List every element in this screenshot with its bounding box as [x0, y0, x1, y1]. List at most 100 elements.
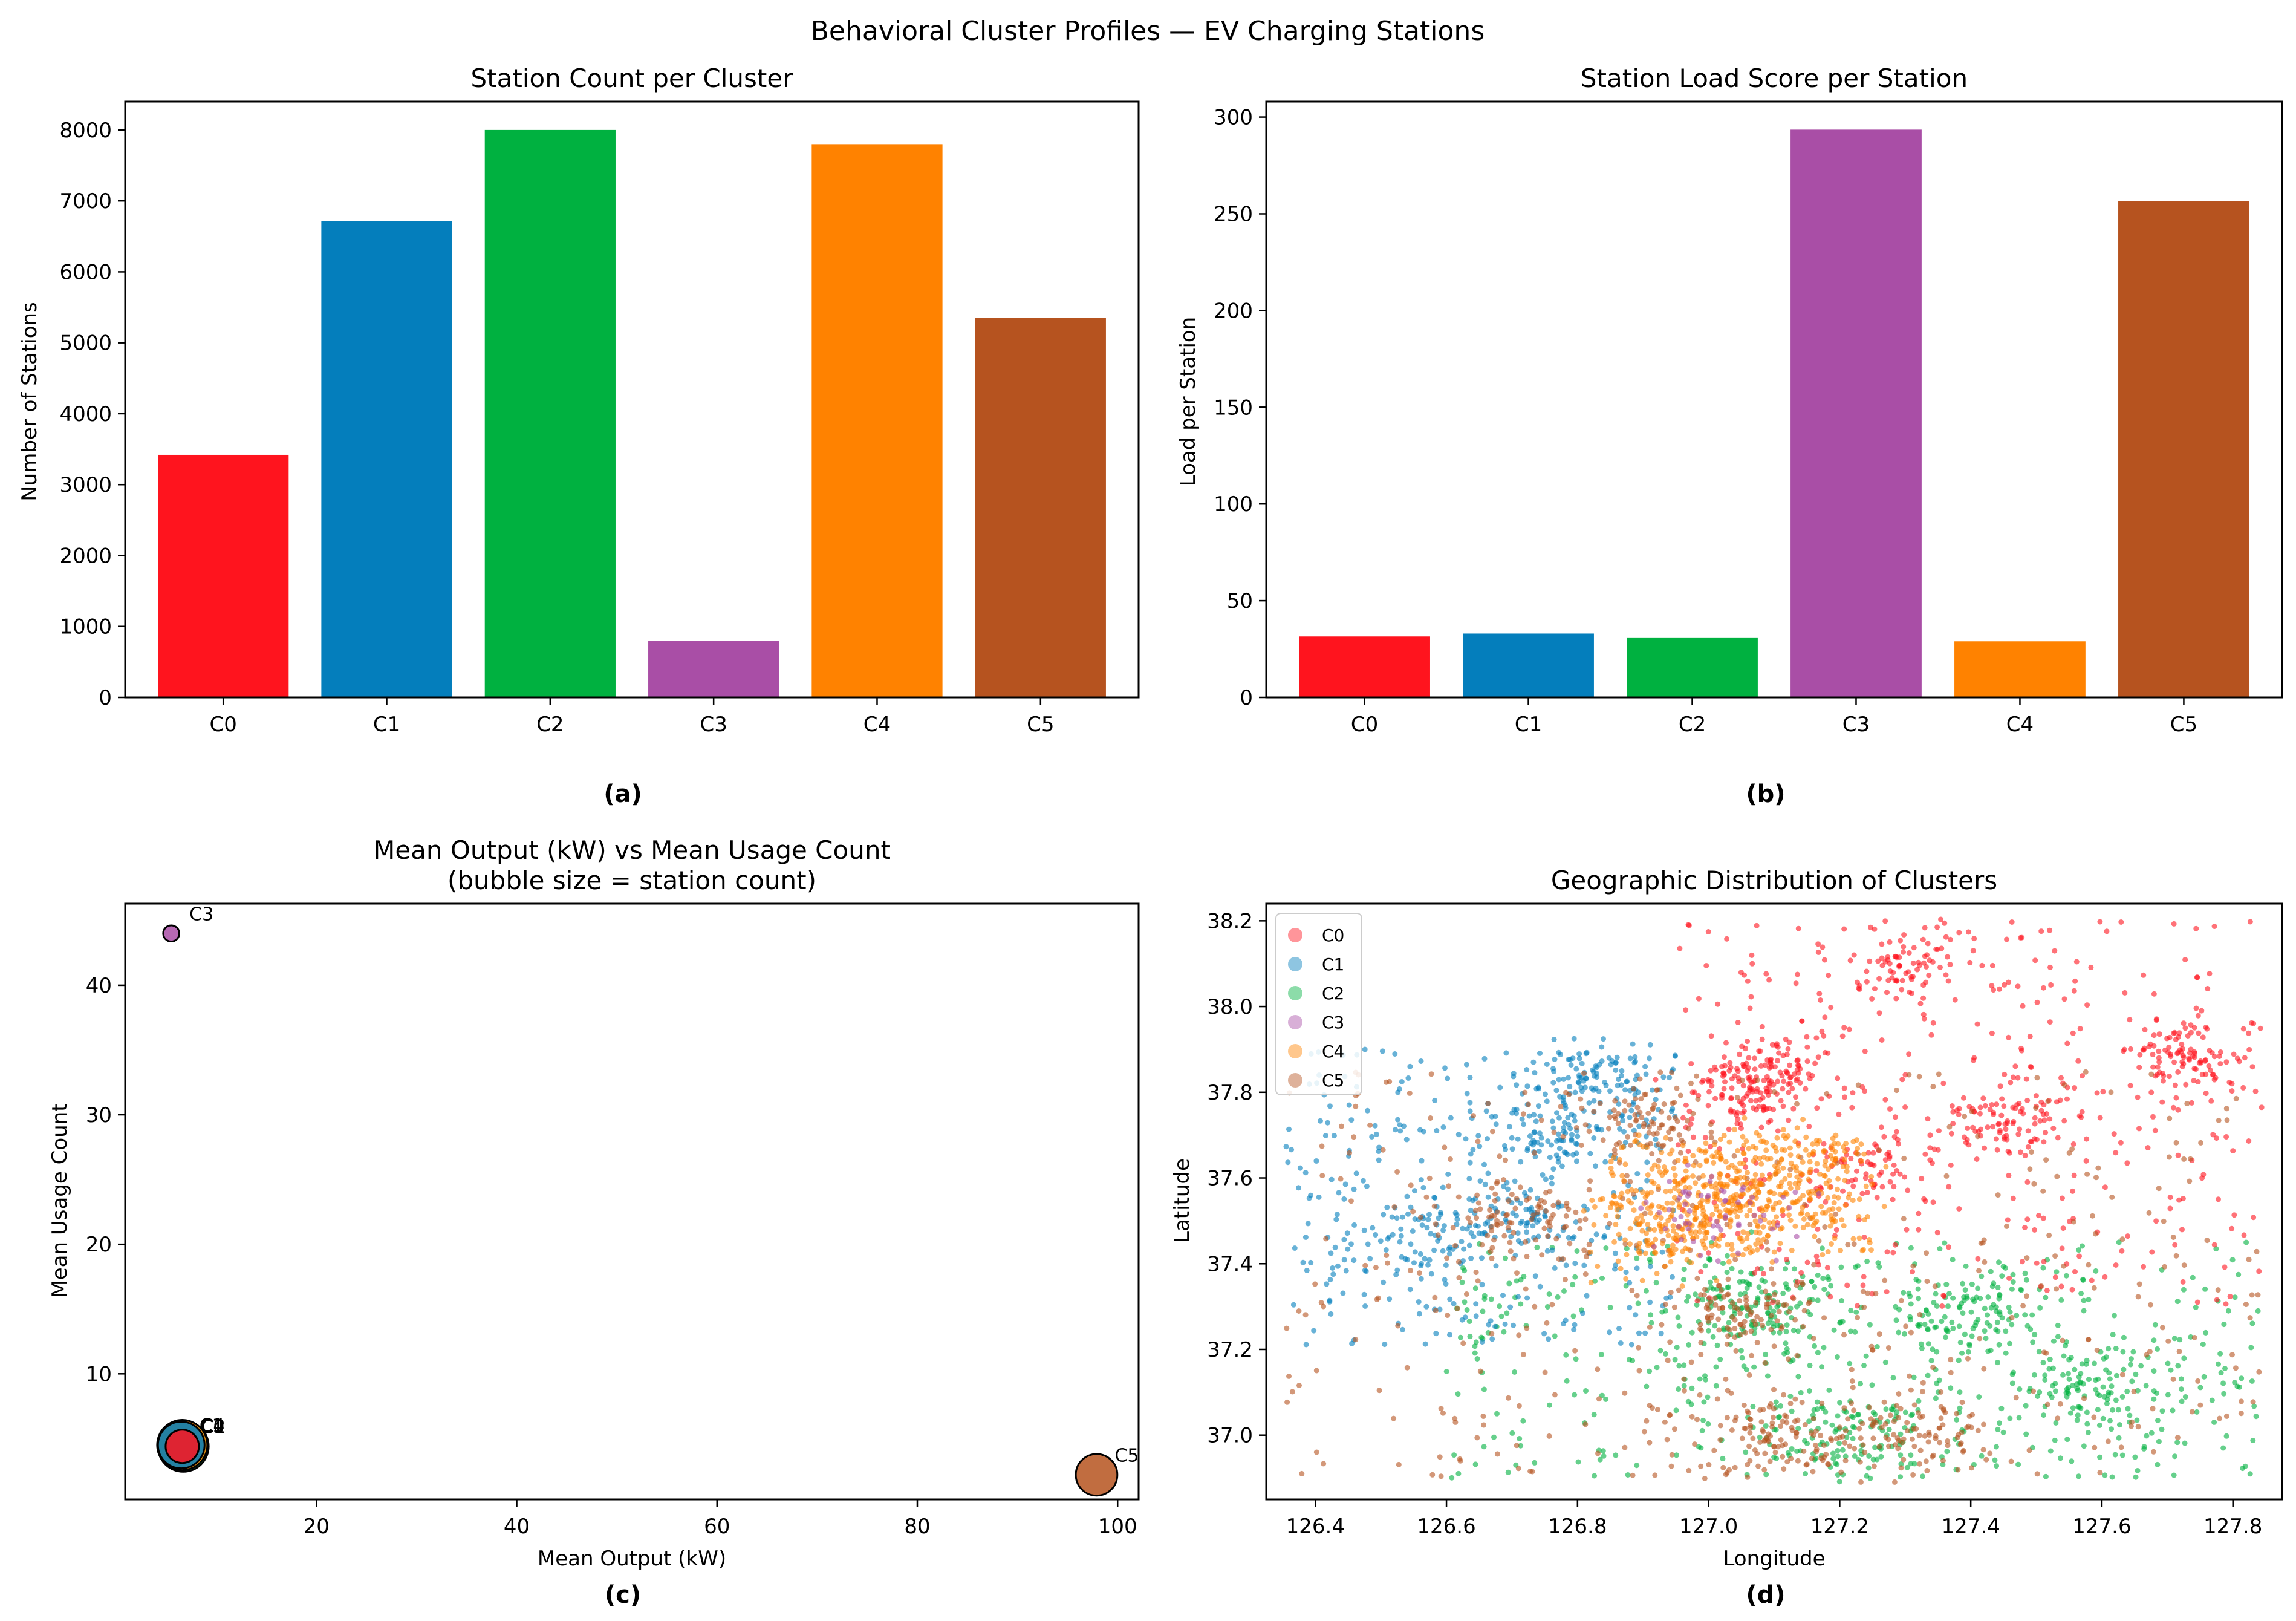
geo-point — [2251, 1020, 2257, 1026]
geo-point — [2113, 1150, 2119, 1156]
geo-point — [1714, 1278, 1720, 1283]
legend-marker-C3 — [1288, 1015, 1302, 1029]
geo-point — [1761, 1176, 1768, 1182]
geo-point — [1812, 1060, 1818, 1066]
geo-point — [1982, 1305, 1988, 1311]
geo-point — [2147, 1349, 2153, 1355]
geo-point — [1993, 1136, 1999, 1142]
geo-point — [1998, 1406, 2005, 1412]
geo-point — [1814, 1141, 1820, 1147]
geo-point — [1814, 1406, 1820, 1412]
geo-point — [1423, 1194, 1429, 1200]
geo-point — [1734, 1112, 1740, 1118]
geo-point — [2024, 1179, 2031, 1185]
y-tick-label: 150 — [1214, 396, 1253, 420]
geo-point — [1879, 1184, 1885, 1190]
geo-point — [1836, 1479, 1842, 1485]
geo-point — [1722, 1198, 1728, 1204]
geo-point — [1353, 1337, 1359, 1343]
geo-point — [2164, 1036, 2170, 1042]
geo-point — [2135, 1094, 2141, 1100]
geo-point — [1823, 1199, 1829, 1205]
geo-point — [1901, 1456, 1907, 1463]
geo-point — [1787, 1186, 1794, 1191]
geo-point — [2229, 1257, 2236, 1263]
geo-point — [1705, 1421, 1711, 1427]
geo-point — [2001, 1103, 2007, 1109]
geo-point — [1814, 1161, 1820, 1167]
geo-point — [2136, 1065, 2142, 1071]
geo-point — [1744, 1213, 1750, 1219]
geo-point — [1989, 1030, 1995, 1036]
geo-point — [1827, 1184, 1833, 1190]
geo-point — [1506, 1395, 1512, 1401]
geo-point — [1398, 1226, 1404, 1232]
geo-point — [1322, 1133, 1328, 1138]
geo-point — [1611, 1107, 1617, 1114]
geo-point — [1659, 1249, 1665, 1255]
geo-point — [1937, 964, 1943, 970]
geo-point — [1778, 1098, 1784, 1104]
geo-point — [1748, 1417, 1754, 1423]
x-tick-label: C4 — [863, 713, 891, 737]
geo-point — [2148, 1430, 2155, 1436]
geo-point — [2052, 1253, 2058, 1259]
geo-point — [2151, 1043, 2157, 1049]
geo-point — [1706, 1306, 1712, 1313]
geo-point — [2100, 1089, 2106, 1095]
geo-point — [1702, 1263, 1708, 1269]
geo-point — [1457, 1458, 1463, 1464]
geo-point — [1821, 957, 1827, 963]
geo-point — [1735, 1221, 1742, 1227]
geo-point — [1865, 1465, 1872, 1471]
geo-point — [1864, 968, 1870, 974]
geo-point — [1780, 1418, 1786, 1424]
geo-point — [2150, 1406, 2156, 1412]
geo-point — [1936, 1377, 1942, 1383]
geo-point — [1634, 1104, 1641, 1111]
geo-point — [1829, 1437, 1835, 1443]
geo-point — [2018, 934, 2023, 941]
geo-point — [1591, 1098, 1597, 1104]
geo-point — [2242, 1055, 2248, 1061]
geo-point — [1719, 1063, 1725, 1069]
geo-point — [1861, 1274, 1867, 1280]
geo-point — [1742, 1319, 1748, 1325]
geo-point — [1578, 1096, 1584, 1102]
legend-frame — [1275, 913, 1362, 1095]
geo-point — [2173, 1095, 2179, 1101]
geo-point — [1647, 1227, 1653, 1233]
geo-point — [1891, 1418, 1897, 1424]
geo-point — [1725, 1173, 1731, 1179]
geo-point — [2070, 1141, 2076, 1147]
x-tick-label: 40 — [504, 1515, 530, 1539]
geo-point — [1671, 1216, 1677, 1222]
geo-point — [1841, 1223, 1847, 1229]
geo-point — [1724, 1341, 1730, 1347]
geo-point — [1591, 1222, 1597, 1228]
geo-point — [2097, 1470, 2103, 1476]
geo-point — [2107, 1376, 2113, 1382]
geo-point — [1997, 1291, 2003, 1297]
geo-point — [2047, 1019, 2053, 1025]
geo-cluster-C4 — [1581, 1115, 1889, 1289]
geo-point — [1346, 1102, 1352, 1108]
panel-d-label: (d) — [1746, 1581, 1785, 1609]
geo-point — [1971, 936, 1977, 942]
geo-point — [1690, 1134, 1696, 1140]
geo-point — [2113, 1397, 2119, 1403]
geo-point — [1719, 1288, 1724, 1294]
geo-point — [1588, 1280, 1594, 1286]
geo-point — [1772, 1291, 1778, 1297]
geo-point — [1503, 1146, 1509, 1152]
geo-point — [1717, 1155, 1723, 1161]
geo-point — [1826, 973, 1832, 979]
geo-point — [1534, 1244, 1540, 1250]
geo-point — [1479, 1339, 1485, 1345]
geo-point — [1844, 1169, 1850, 1175]
geo-point — [1841, 1405, 1847, 1411]
geo-point — [1908, 1452, 1914, 1458]
geo-point — [1533, 1118, 1539, 1124]
geo-point — [1717, 1137, 1723, 1143]
geo-point — [1975, 1133, 1981, 1140]
